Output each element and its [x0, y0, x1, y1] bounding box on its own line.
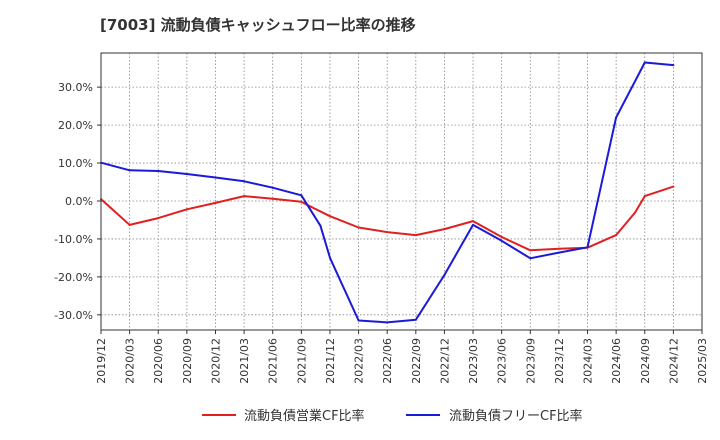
data-point-series-0 [643, 195, 646, 198]
data-point-series-0 [529, 249, 532, 252]
x-tick-label: 2023/12 [553, 338, 566, 384]
data-point-series-0 [357, 226, 360, 229]
data-point-series-1 [586, 246, 589, 249]
series-line-1 [100, 61, 674, 324]
legend-label-operating-cf: 流動負債営業CF比率 [244, 408, 365, 424]
data-point-series-1 [643, 61, 646, 64]
y-tick-label: 10.0% [58, 157, 93, 170]
y-tick-label: 30.0% [58, 81, 93, 94]
y-tick-label: 20.0% [58, 119, 93, 132]
x-tick-label: 2024/06 [610, 338, 623, 384]
data-point-series-0 [443, 228, 446, 231]
data-point-series-1 [557, 251, 560, 254]
chart-title: [7003] 流動負債キャッシュフロー比率の推移 [100, 16, 416, 34]
data-point-series-0 [157, 217, 160, 220]
plot-area [101, 53, 702, 330]
data-point-series-1 [214, 176, 217, 179]
data-point-series-0 [128, 223, 131, 226]
x-tick-label: 2024/12 [667, 338, 680, 384]
data-point-series-1 [157, 170, 160, 173]
x-axis-ticks: 2019/12 2020/03 2020/06 2020/09 2020/12 2021/… [95, 330, 709, 384]
x-tick-label: 2021/06 [267, 338, 280, 384]
y-tick-label: -20.0% [54, 271, 93, 284]
legend: 流動負債営業CF比率 流動負債フリーCF比率 [202, 408, 583, 424]
data-point-series-1 [472, 223, 475, 226]
data-point-series-1 [328, 256, 331, 259]
data-point-series-1 [615, 116, 618, 119]
y-axis-ticks: -30.0% -20.0% -10.0% 0.0% 10.0% 20.0% 30.0% [54, 81, 101, 322]
legend-item-operating-cf: 流動負債営業CF比率 [202, 408, 365, 424]
x-tick-label: 2021/03 [238, 338, 251, 384]
data-point-series-1 [271, 186, 274, 189]
x-tick-label: 2022/12 [438, 338, 451, 384]
data-point-series-0 [386, 231, 389, 234]
data-point-series-1 [500, 239, 503, 242]
data-point-series-1 [529, 257, 532, 260]
legend-item-free-cf: 流動負債フリーCF比率 [406, 408, 583, 424]
data-point-series-0 [672, 185, 675, 188]
x-tick-label: 2021/12 [324, 338, 337, 384]
data-point-series-1 [185, 173, 188, 176]
data-point-series-0 [634, 211, 637, 214]
x-tick-label: 2024/09 [639, 338, 652, 384]
data-point-series-0 [472, 220, 475, 223]
data-point-series-0 [414, 234, 417, 237]
x-tick-label: 2023/09 [524, 338, 537, 384]
data-point-series-0 [271, 197, 274, 200]
x-tick-label: 2020/09 [181, 338, 194, 384]
x-tick-label: 2022/03 [353, 338, 366, 384]
data-point-series-1 [357, 319, 360, 322]
data-point-series-1 [300, 194, 303, 197]
data-point-series-0 [300, 200, 303, 203]
x-tick-label: 2025/03 [696, 338, 709, 384]
data-point-series-1 [243, 180, 246, 183]
x-tick-label: 2022/06 [381, 338, 394, 384]
x-tick-label: 2019/12 [95, 338, 108, 384]
data-point-series-1 [319, 224, 322, 227]
data-point-series-0 [185, 208, 188, 211]
data-point-series-1 [386, 321, 389, 324]
x-tick-label: 2024/03 [582, 338, 595, 384]
y-tick-label: -30.0% [54, 309, 93, 322]
data-point-series-0 [328, 215, 331, 218]
data-point-series-0 [243, 195, 246, 198]
y-tick-label: -10.0% [54, 233, 93, 246]
series-layer [100, 61, 675, 324]
data-point-series-1 [443, 273, 446, 276]
plot-border [100, 52, 703, 331]
grid-lines [101, 53, 702, 330]
legend-label-free-cf: 流動負債フリーCF比率 [449, 408, 583, 424]
x-tick-label: 2021/09 [295, 338, 308, 384]
data-point-series-0 [500, 236, 503, 239]
data-point-series-0 [309, 205, 312, 208]
data-point-series-1 [128, 169, 131, 172]
x-tick-label: 2020/03 [124, 338, 137, 384]
data-point-series-0 [615, 234, 618, 237]
x-tick-label: 2022/09 [410, 338, 423, 384]
data-point-series-0 [557, 247, 560, 250]
x-tick-label: 2020/06 [152, 338, 165, 384]
data-point-series-1 [672, 64, 675, 67]
data-point-series-0 [214, 201, 217, 204]
y-tick-label: 0.0% [65, 195, 93, 208]
data-point-series-1 [414, 318, 417, 321]
x-tick-label: 2020/12 [209, 338, 222, 384]
x-tick-label: 2023/03 [467, 338, 480, 384]
x-tick-label: 2023/06 [496, 338, 509, 384]
